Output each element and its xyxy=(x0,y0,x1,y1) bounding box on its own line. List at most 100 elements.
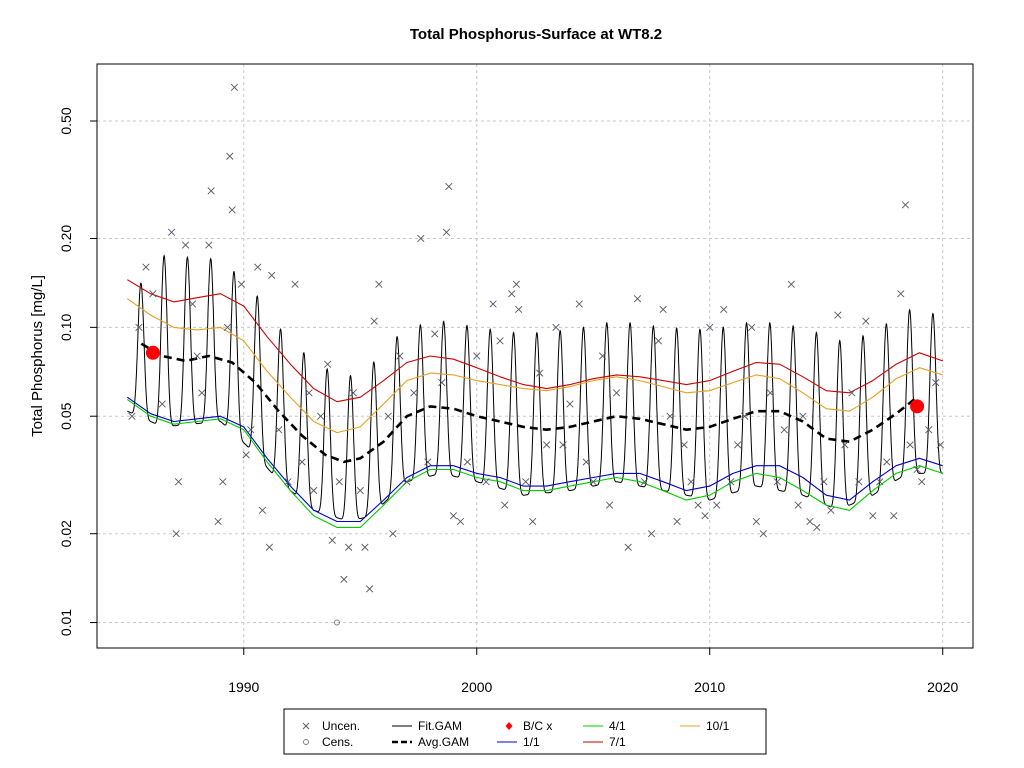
uncensored-point xyxy=(389,530,397,538)
uncensored-point-stroke xyxy=(543,441,551,449)
uncensored-point-stroke xyxy=(188,300,197,308)
uncensored-point xyxy=(128,412,136,420)
legend-entry: 10/1 xyxy=(680,719,730,733)
uncensored-point-stroke xyxy=(734,441,742,449)
uncensored-point xyxy=(834,311,842,319)
uncensored-point xyxy=(463,458,472,466)
uncensored-point-stroke xyxy=(265,543,274,551)
uncensored-point xyxy=(720,305,728,314)
uncensored-point xyxy=(862,317,870,325)
uncensored-point xyxy=(918,478,926,486)
uncensored-point-stroke xyxy=(515,305,523,314)
uncensored-point xyxy=(706,323,714,331)
uncensored-point xyxy=(529,517,537,526)
uncensored-point xyxy=(431,330,439,338)
legend-label: 4/1 xyxy=(609,719,626,733)
uncensored-point xyxy=(226,152,234,160)
uncensored-point-stroke xyxy=(925,426,933,434)
uncensored-point xyxy=(659,305,667,314)
uncensored-point-stroke xyxy=(913,465,921,474)
legend-label: Cens. xyxy=(322,735,353,749)
uncensored-point xyxy=(188,300,197,308)
uncensored-point xyxy=(906,441,914,449)
uncensored-point xyxy=(589,478,597,486)
uncensored-point-stroke xyxy=(181,241,190,249)
uncensored-point-stroke xyxy=(214,517,222,526)
uncensored-point-stroke xyxy=(275,426,283,434)
uncensored-point xyxy=(438,378,446,387)
uncensored-point-stroke xyxy=(396,352,404,360)
uncensored-point-stroke xyxy=(324,360,332,368)
uncensored-point-stroke xyxy=(813,523,821,532)
uncensored-point xyxy=(741,412,749,420)
x-tick-label: 2020 xyxy=(927,679,958,695)
uncensored-point-stroke xyxy=(445,182,453,191)
uncensored-point xyxy=(575,300,583,308)
uncensored-point xyxy=(687,478,695,486)
uncensored-point-stroke xyxy=(794,501,802,509)
uncensored-point-stroke xyxy=(605,501,614,509)
uncensored-point xyxy=(361,543,369,551)
chart-title: Total Phosphorus-Surface at WT8.2 xyxy=(410,26,662,43)
uncensored-point-stroke xyxy=(219,478,227,486)
uncensored-point-stroke xyxy=(135,323,143,331)
plot-area-frame xyxy=(96,63,974,649)
uncensored-point-stroke xyxy=(473,352,481,360)
uncensored-point-stroke xyxy=(529,517,537,526)
uncensored-point xyxy=(640,478,649,486)
uncensored-point xyxy=(340,575,348,584)
uncensored-point xyxy=(449,512,458,520)
uncensored-point xyxy=(536,369,544,377)
uncensored-point xyxy=(291,280,299,288)
uncensored-point xyxy=(794,501,802,509)
legend-box xyxy=(283,708,767,755)
uncensored-point xyxy=(223,323,232,331)
uncensored-point xyxy=(766,389,774,397)
uncensored-point xyxy=(913,465,921,474)
uncensored-point xyxy=(489,300,497,308)
y-tick-label: 0.02 xyxy=(58,520,74,547)
uncensored-point xyxy=(384,412,392,420)
uncensored-point-stroke xyxy=(687,478,695,486)
uncensored-point-stroke xyxy=(365,585,374,593)
uncensored-point-stroke xyxy=(242,451,250,459)
uncensored-point xyxy=(317,412,325,420)
uncensored-point xyxy=(566,400,574,408)
series-line-4-1 xyxy=(126,398,943,528)
uncensored-point xyxy=(310,486,318,495)
uncensored-point xyxy=(445,182,453,191)
uncensored-point-stroke xyxy=(198,389,206,397)
uncensored-point xyxy=(172,530,180,538)
uncensored-point xyxy=(258,506,267,514)
uncensored-point-stroke xyxy=(335,478,343,486)
legend: Uncen. Cens. Fit.GAM Avg.GAM B/C x 1/1 4/1 7/1 1… xyxy=(283,708,767,755)
uncensored-point xyxy=(680,441,688,449)
uncensored-point-stroke xyxy=(205,241,213,249)
uncensored-point xyxy=(694,501,702,509)
uncensored-point-stroke xyxy=(258,506,267,514)
uncensored-point-stroke xyxy=(559,441,567,449)
uncensored-point xyxy=(324,360,332,368)
uncensored-point-stroke xyxy=(566,400,574,408)
series-line-7-1 xyxy=(127,279,943,403)
uncensored-point-stroke xyxy=(228,206,236,214)
uncensored-point-stroke xyxy=(501,501,509,509)
uncensored-point-stroke xyxy=(855,478,863,486)
uncensored-point xyxy=(897,290,905,298)
legend-entry: Uncen. xyxy=(302,719,360,733)
uncensored-point-stroke xyxy=(752,517,760,526)
uncensored-point xyxy=(827,506,835,514)
legend-symbol-x xyxy=(302,722,310,730)
uncensored-point xyxy=(855,478,863,486)
uncensored-point-stroke xyxy=(575,300,583,308)
x-tick-label: 1990 xyxy=(228,679,259,695)
uncensored-point xyxy=(158,400,166,408)
uncensored-point-stroke xyxy=(932,378,940,387)
uncensored-point xyxy=(219,478,227,486)
uncensored-point-stroke xyxy=(384,412,392,420)
bc-point xyxy=(145,345,160,360)
uncensored-point-stroke xyxy=(482,478,490,486)
uncensored-point-stroke xyxy=(598,352,607,360)
uncensored-point xyxy=(515,305,523,314)
